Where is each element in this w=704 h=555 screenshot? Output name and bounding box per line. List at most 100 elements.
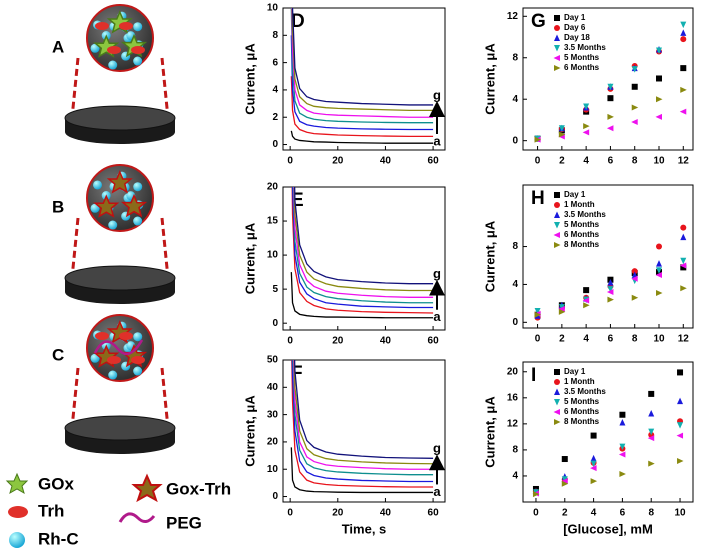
marker — [583, 287, 590, 294]
marker — [619, 411, 626, 418]
y-axis-label: Current, μA — [482, 220, 497, 292]
marker — [607, 113, 614, 120]
marker — [680, 86, 687, 93]
curve — [291, 8, 434, 112]
legend-marker — [554, 211, 560, 218]
marker — [656, 289, 663, 296]
legend-marker — [554, 242, 561, 248]
marker — [680, 65, 687, 72]
curve — [290, 8, 434, 124]
y-tick-label: 15 — [267, 216, 279, 227]
rhc-bead — [90, 203, 100, 213]
y-tick-label: 20 — [267, 437, 279, 448]
marker — [534, 136, 542, 143]
y-tick-label: 0 — [512, 317, 518, 328]
rhc-bead — [133, 22, 143, 32]
legend-label: 3.5 Months — [564, 387, 606, 396]
curve — [293, 187, 434, 285]
marker — [607, 95, 614, 102]
trh — [95, 332, 109, 340]
marker — [561, 476, 568, 483]
marker — [561, 478, 568, 485]
marker — [558, 308, 566, 315]
curve — [290, 447, 434, 494]
y-tick-label: 0 — [512, 135, 518, 146]
dash-line — [70, 57, 80, 119]
y-tick-label: 0 — [272, 491, 278, 502]
rhc-bead — [90, 43, 100, 53]
curve — [292, 187, 434, 304]
legend-marker — [554, 369, 560, 375]
marker — [619, 443, 626, 451]
y-tick-label: 10 — [267, 3, 279, 14]
legend-marker — [553, 55, 560, 61]
marker — [606, 289, 614, 296]
curve — [293, 187, 434, 292]
marker — [607, 296, 614, 303]
curve — [293, 187, 434, 298]
y-tick-label: 4 — [272, 85, 278, 96]
trh — [131, 356, 145, 364]
x-tick-label: 4 — [591, 508, 597, 519]
marker — [656, 75, 662, 82]
panel-label: D — [291, 11, 305, 32]
marker — [656, 47, 662, 54]
marker — [680, 257, 687, 265]
legend-label: 8 Months — [564, 417, 600, 426]
legend-label: 3.5 Months — [564, 210, 606, 219]
curve — [291, 187, 434, 309]
curve — [291, 360, 434, 483]
legend-marker — [554, 222, 560, 229]
x-tick-label: 12 — [678, 156, 690, 167]
marker — [648, 460, 655, 467]
y-tick-label: 0 — [272, 318, 278, 329]
marker — [558, 304, 565, 311]
curve — [291, 360, 434, 488]
legend-marker — [554, 34, 560, 41]
marker — [680, 224, 687, 231]
marker — [532, 491, 540, 498]
plot-frame — [522, 184, 694, 329]
y-tick-label: 8 — [512, 445, 518, 456]
marker — [534, 311, 542, 318]
rhc-bead — [93, 180, 103, 190]
y-tick-label: 16 — [507, 392, 519, 403]
curve — [290, 272, 434, 319]
marker — [619, 419, 626, 426]
marker — [590, 478, 598, 485]
star — [120, 193, 148, 218]
legend-text: Trh — [38, 501, 64, 520]
dash-line — [160, 367, 170, 429]
curve — [290, 76, 434, 137]
legend-marker — [554, 399, 560, 406]
legend-marker — [554, 15, 560, 21]
marker — [677, 397, 684, 405]
y-tick-label: 0 — [272, 139, 278, 150]
star — [93, 194, 120, 218]
dash-line — [70, 217, 80, 279]
legend-label: Day 1 — [564, 13, 586, 22]
marker — [631, 119, 638, 126]
legend-marker — [554, 65, 561, 71]
x-tick-label: 2 — [562, 508, 568, 519]
curves — [290, 360, 434, 494]
marker — [583, 103, 590, 110]
legend-label: 5 Months — [564, 397, 600, 406]
y-tick-label: 20 — [507, 366, 519, 377]
x-axis-label: [Glucose], mM — [563, 521, 653, 536]
panel-label: B — [52, 197, 64, 216]
curve — [293, 360, 434, 459]
panel: 0 2 4 6 8 10 4 8 12 16 20 I Current, μA [Glucose], mM… — [482, 361, 694, 536]
x-tick-label: 8 — [632, 334, 638, 345]
marker — [558, 125, 565, 132]
schematic: A B C GOx Gox-Trh Trh PEG Rh-C — [5, 4, 231, 548]
legend-label: 1 Month — [564, 200, 595, 209]
marker — [590, 432, 597, 439]
x-tick-label: 40 — [380, 508, 392, 519]
x-tick-label: 0 — [535, 156, 541, 167]
plot-frame — [282, 7, 446, 151]
y-tick-label: 50 — [267, 355, 279, 366]
